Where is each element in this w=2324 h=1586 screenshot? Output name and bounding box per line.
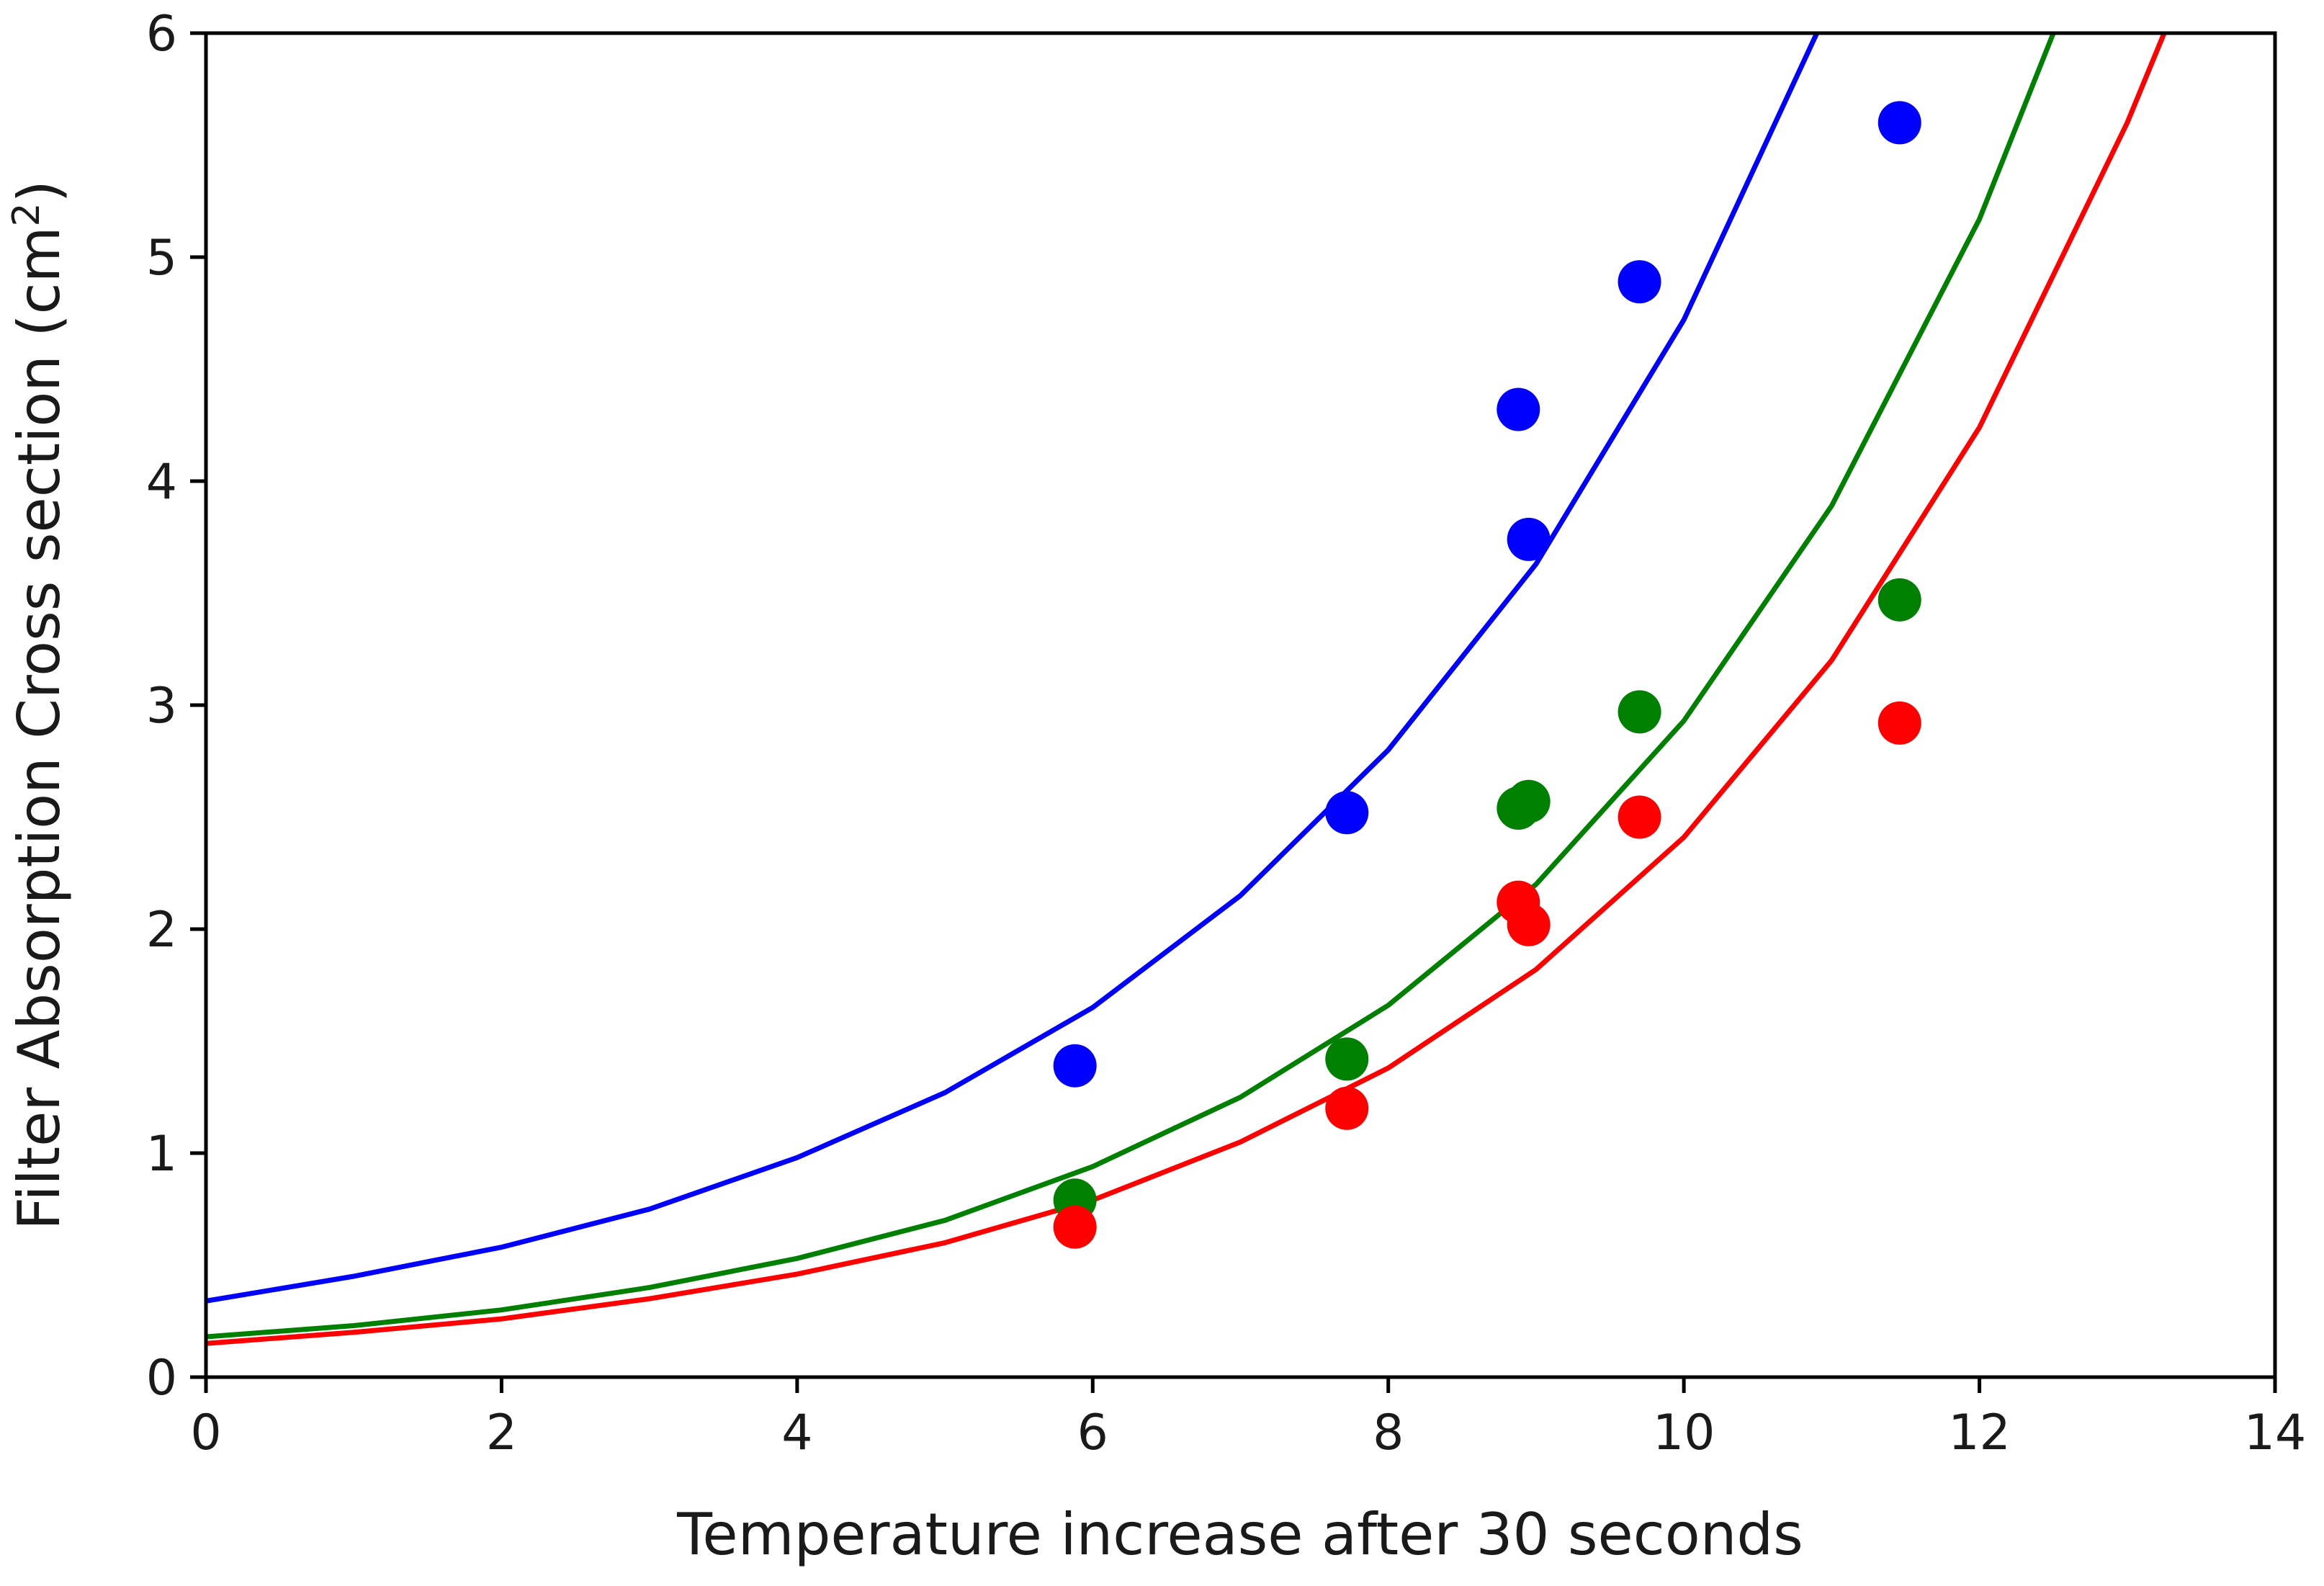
data-point-blue (1325, 791, 1369, 835)
data-point-blue (1507, 517, 1551, 561)
y-axis-title-close: ) (6, 180, 73, 202)
data-point-green (1618, 690, 1661, 734)
x-tick-label: 12 (1948, 1404, 2011, 1461)
data-point-red (1507, 902, 1551, 946)
data-point-blue (1053, 1044, 1097, 1088)
y-tick-label: 3 (146, 678, 177, 735)
data-point-blue (1877, 101, 1921, 145)
y-axis-title-superscript: 2 (5, 202, 48, 226)
x-tick-label: 10 (1653, 1404, 1715, 1461)
y-tick-label: 6 (146, 6, 177, 63)
y-axis: 0 1 2 3 4 5 6 (146, 6, 206, 1407)
data-point-blue (1618, 260, 1661, 304)
plot-frame (204, 31, 2277, 1379)
x-tick-label: 4 (781, 1404, 812, 1461)
x-tick-label: 14 (2244, 1404, 2307, 1461)
curves-layer (206, 33, 2167, 1346)
fit-curve-blue (206, 33, 1819, 1304)
x-tick-label: 2 (486, 1404, 517, 1461)
fit-curve-red (206, 33, 2167, 1346)
data-point-red (1325, 1086, 1369, 1130)
y-axis-title: Filter Absorption Cross section (cm2) (5, 180, 73, 1230)
data-point-green (1507, 779, 1551, 823)
y-axis-title-main: Filter Absorption Cross section (cm (6, 226, 73, 1229)
x-axis: 0 2 4 6 8 10 12 14 (190, 1377, 2306, 1461)
x-tick-label: 6 (1077, 1404, 1108, 1461)
y-tick-label: 5 (146, 230, 177, 287)
x-axis-title: Temperature increase after 30 seconds (676, 1501, 1803, 1568)
data-point-green (1877, 578, 1921, 622)
y-tick-label: 2 (146, 902, 177, 959)
y-tick-label: 0 (146, 1350, 177, 1407)
data-point-green (1325, 1037, 1369, 1081)
fit-curve-green (206, 33, 2056, 1340)
data-point-red (1053, 1205, 1097, 1249)
y-tick-label: 4 (146, 454, 177, 511)
data-point-red (1877, 701, 1921, 745)
y-tick-label: 1 (146, 1126, 177, 1183)
data-point-blue (1497, 387, 1540, 431)
x-tick-label: 0 (190, 1404, 221, 1461)
x-tick-label: 8 (1373, 1404, 1404, 1461)
data-point-red (1618, 795, 1661, 839)
points-layer (1053, 101, 1921, 1249)
